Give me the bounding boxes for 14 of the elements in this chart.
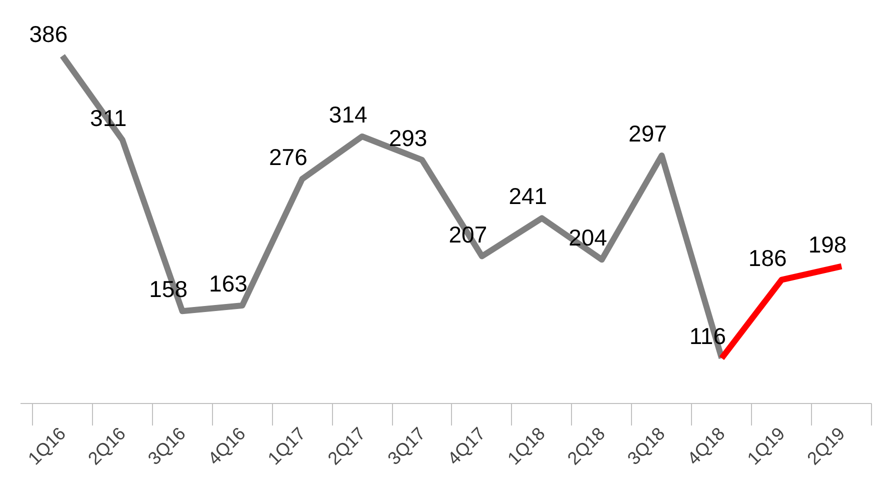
data-label: 158: [149, 276, 188, 302]
data-label: 207: [448, 221, 488, 248]
data-label: 116: [689, 323, 726, 350]
data-label: 163: [209, 270, 248, 297]
data-label: 293: [388, 124, 428, 151]
data-label: 297: [628, 120, 667, 146]
data-label: 314: [328, 101, 368, 128]
data-label: 241: [508, 183, 548, 210]
data-label: 276: [268, 144, 308, 170]
data-label: 198: [808, 231, 847, 258]
data-label: 386: [29, 20, 68, 47]
data-label: 204: [568, 224, 608, 251]
data-label: 186: [748, 244, 787, 271]
data-label: 311: [90, 104, 127, 131]
